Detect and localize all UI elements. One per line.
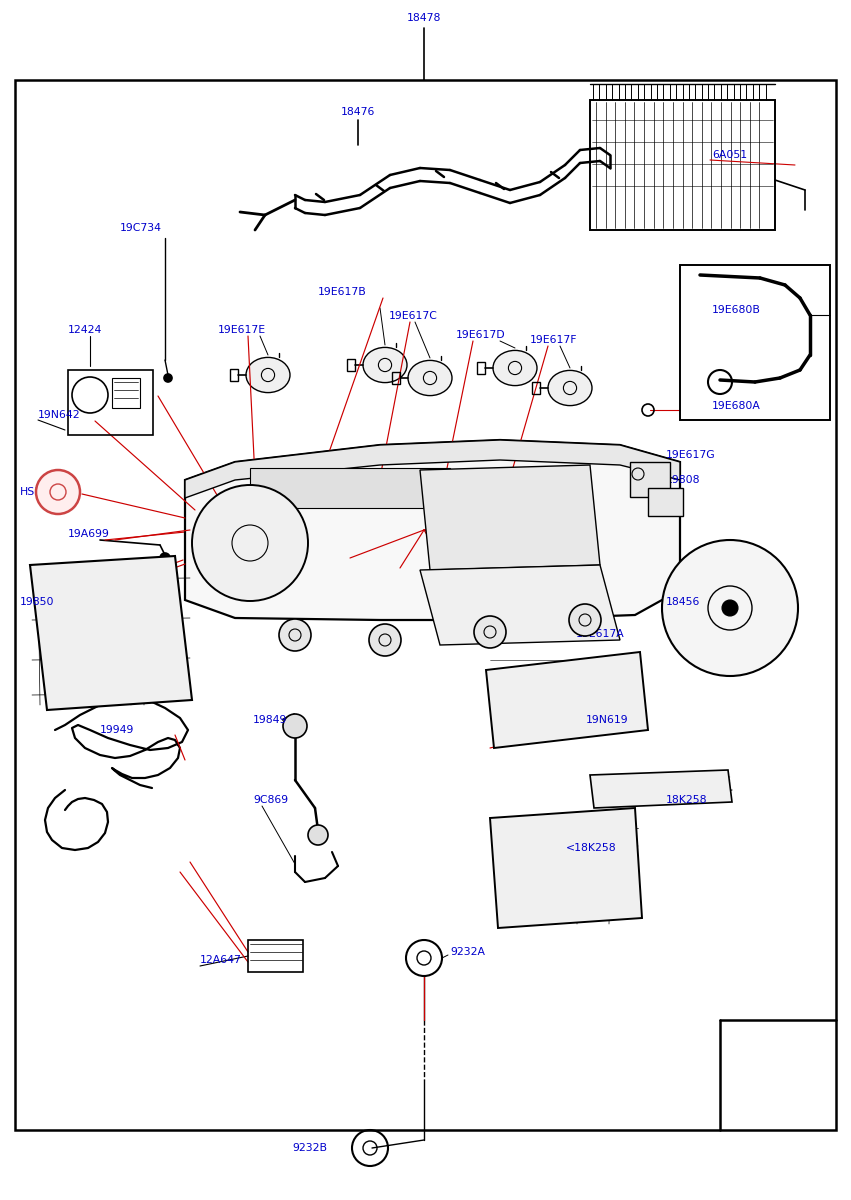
Circle shape <box>160 553 170 563</box>
Text: 18K258: 18K258 <box>666 794 707 805</box>
Text: 19C734: 19C734 <box>120 223 162 233</box>
Text: 19E617E: 19E617E <box>218 325 266 335</box>
Circle shape <box>722 600 738 616</box>
Bar <box>392 372 400 384</box>
Circle shape <box>283 714 307 738</box>
Circle shape <box>308 826 328 845</box>
Polygon shape <box>420 565 620 646</box>
Text: 18476: 18476 <box>340 107 375 116</box>
Text: 19808: 19808 <box>666 475 700 485</box>
Circle shape <box>192 485 308 601</box>
Polygon shape <box>490 808 642 928</box>
Text: 19A699: 19A699 <box>68 529 110 539</box>
Bar <box>112 378 140 408</box>
Bar <box>532 382 540 394</box>
Circle shape <box>369 624 401 656</box>
Text: 19N642: 19N642 <box>38 410 81 420</box>
Text: 19E680B: 19E680B <box>712 305 761 314</box>
Bar <box>230 370 238 382</box>
Text: 19E617B: 19E617B <box>318 287 367 296</box>
Circle shape <box>474 616 506 648</box>
Circle shape <box>164 374 172 382</box>
Bar <box>590 100 775 230</box>
Text: 9232B: 9232B <box>293 1142 328 1153</box>
Bar <box>68 370 153 434</box>
Bar <box>477 362 485 374</box>
Ellipse shape <box>246 358 290 392</box>
Polygon shape <box>30 556 192 710</box>
Text: 9C869: 9C869 <box>253 794 288 805</box>
Text: 9232A: 9232A <box>450 947 485 958</box>
Bar <box>347 359 355 371</box>
Bar <box>630 462 670 497</box>
Polygon shape <box>486 652 648 748</box>
Ellipse shape <box>493 350 537 385</box>
Text: 19E680A: 19E680A <box>712 401 761 410</box>
Circle shape <box>662 540 798 676</box>
Bar <box>648 488 683 516</box>
Text: HS1: HS1 <box>20 487 43 497</box>
Text: 19850: 19850 <box>20 596 54 607</box>
Bar <box>15 80 836 1130</box>
Bar <box>250 468 450 508</box>
Text: 12A647: 12A647 <box>200 955 242 965</box>
Ellipse shape <box>363 348 407 383</box>
Text: 19E617F: 19E617F <box>530 335 578 346</box>
Text: 18456: 18456 <box>666 596 700 607</box>
Text: 6A051: 6A051 <box>712 150 747 160</box>
Bar <box>248 940 303 972</box>
Text: 18478: 18478 <box>407 13 441 23</box>
Circle shape <box>279 619 311 650</box>
Ellipse shape <box>408 360 452 396</box>
Circle shape <box>569 604 601 636</box>
Circle shape <box>36 470 80 514</box>
Polygon shape <box>590 770 732 808</box>
Text: 19E617G: 19E617G <box>666 450 716 460</box>
Bar <box>680 265 830 420</box>
Text: <18K258: <18K258 <box>566 842 617 853</box>
Text: 19E617A: 19E617A <box>576 629 625 638</box>
Text: 19E617D: 19E617D <box>456 330 505 340</box>
Polygon shape <box>185 440 680 498</box>
Polygon shape <box>420 464 600 570</box>
Ellipse shape <box>548 371 592 406</box>
Text: 19949: 19949 <box>100 725 134 734</box>
Text: 19N619: 19N619 <box>586 715 629 725</box>
Polygon shape <box>185 440 680 620</box>
Text: 19E617C: 19E617C <box>389 311 438 320</box>
Text: 19849: 19849 <box>253 715 288 725</box>
Text: 12424: 12424 <box>68 325 102 335</box>
